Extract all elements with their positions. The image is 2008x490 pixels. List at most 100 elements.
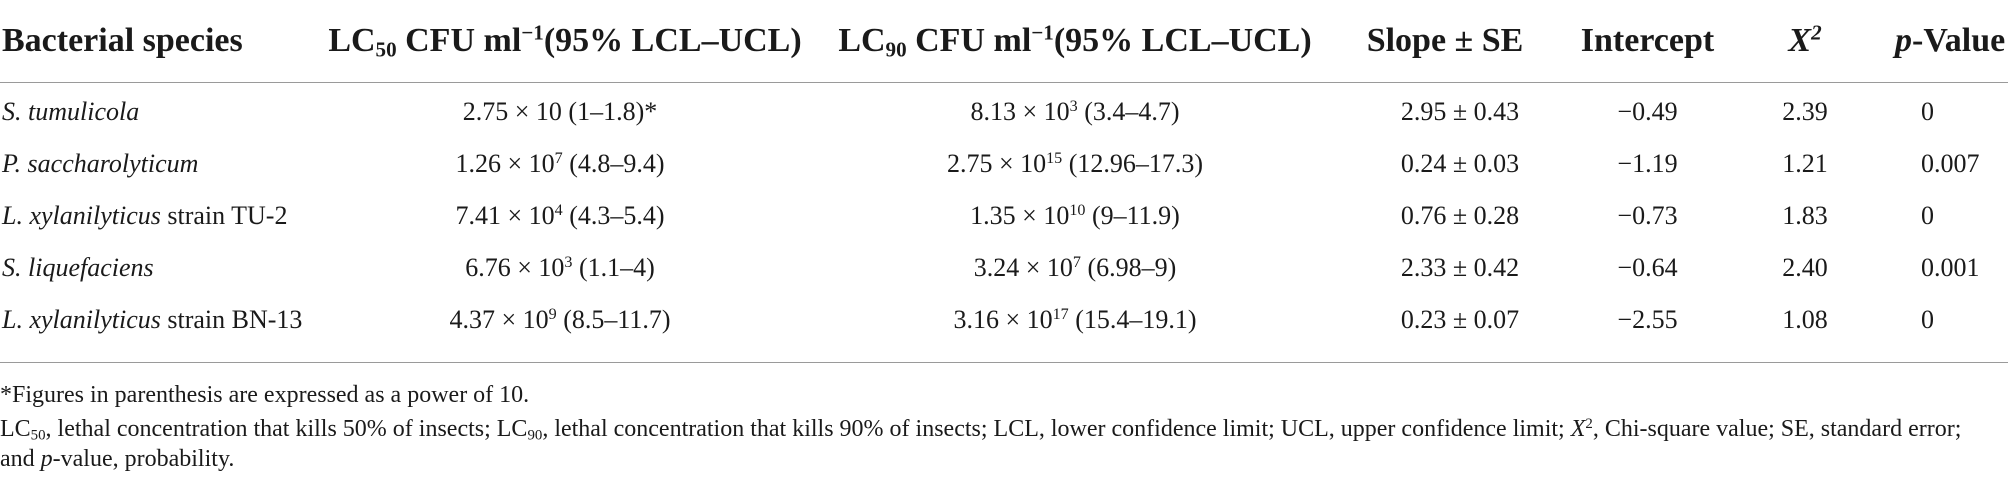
cell-chi-square: 1.83 bbox=[1782, 201, 1828, 230]
header-lc90-sup: −1 bbox=[1031, 20, 1054, 45]
table-row: P. saccharolyticum 1.26 × 107 (4.8–9.4) … bbox=[0, 138, 2008, 190]
lc90-rest: (12.96–17.3) bbox=[1062, 149, 1204, 178]
species-italic: S. liquefaciens bbox=[2, 253, 154, 282]
cell-intercept: −0.73 bbox=[1617, 201, 1678, 230]
lc50-rest: (4.3–5.4) bbox=[562, 201, 665, 230]
lc50-exp: 9 bbox=[548, 306, 557, 324]
lc50-rest: (1.1–4) bbox=[572, 253, 655, 282]
species-italic: S. tumulicola bbox=[2, 97, 140, 126]
cell-lc90: 8.13 × 103 (3.4–4.7) bbox=[810, 83, 1340, 139]
fn-text-4: -value, probability. bbox=[52, 446, 235, 472]
lc50-rest: (8.5–11.7) bbox=[556, 305, 671, 334]
cell-lc90: 2.75 × 1015 (12.96–17.3) bbox=[810, 138, 1340, 190]
lc50-exp: 4 bbox=[554, 202, 563, 220]
table-row: S. liquefaciens 6.76 × 103 (1.1–4) 3.24 … bbox=[0, 242, 2008, 294]
lc50-rest: (4.8–9.4) bbox=[562, 149, 665, 178]
lc90-rest: (15.4–19.1) bbox=[1068, 305, 1197, 334]
header-p-italic: p bbox=[1895, 22, 1912, 59]
header-species: Bacterial species bbox=[2, 22, 243, 59]
header-lc50: LC50 CFU ml−1(95% LCL–UCL) bbox=[310, 0, 810, 83]
cell-p-value: 0 bbox=[1921, 201, 1934, 230]
cell-lc50: 2.75 × 10 (1–1.8)* bbox=[310, 83, 810, 139]
cell-chi-square: 2.40 bbox=[1782, 253, 1828, 282]
header-row: Bacterial species LC50 CFU ml−1(95% LCL–… bbox=[0, 0, 2008, 83]
lc90-exp: 7 bbox=[1072, 254, 1081, 272]
fn-lc-1: LC bbox=[0, 416, 31, 442]
lc90-rest: (9–11.9) bbox=[1085, 201, 1180, 230]
header-chi-square: X2 bbox=[1745, 0, 1865, 83]
cell-species: S. liquefaciens bbox=[0, 242, 310, 294]
header-x2-base: X bbox=[1788, 22, 1812, 59]
lc90-base: 1.35 × 10 bbox=[970, 201, 1070, 230]
results-table: Bacterial species LC50 CFU ml−1(95% LCL–… bbox=[0, 0, 2008, 346]
footnote-abbreviations: LC50, lethal concentration that kills 50… bbox=[0, 414, 2000, 474]
table-row: L. xylanilyticus strain TU-2 7.41 × 104 … bbox=[0, 190, 2008, 242]
header-slope: Slope ± SE bbox=[1366, 22, 1524, 59]
header-lc90-prefix: LC bbox=[838, 22, 886, 59]
lc50-base: 6.76 × 10 bbox=[465, 253, 565, 282]
table-bottom-rule bbox=[0, 362, 2008, 363]
cell-slope: 0.24 ± 0.03 bbox=[1400, 149, 1520, 178]
table-row: S. tumulicola 2.75 × 10 (1–1.8)* 8.13 × … bbox=[0, 83, 2008, 139]
lc90-rest: (3.4–4.7) bbox=[1077, 97, 1180, 126]
cell-chi-square: 2.39 bbox=[1782, 97, 1828, 126]
cell-p-value: 0.001 bbox=[1921, 253, 1980, 282]
lc90-exp: 3 bbox=[1069, 98, 1078, 116]
lc50-rest: (1–1.8)* bbox=[561, 97, 658, 126]
cell-intercept: −0.49 bbox=[1617, 97, 1678, 126]
cell-p-value: 0 bbox=[1921, 305, 1934, 334]
header-lc50-suffix: (95% LCL–UCL) bbox=[543, 22, 802, 59]
lc90-base: 2.75 × 10 bbox=[946, 149, 1047, 178]
header-lc50-sub: 50 bbox=[375, 37, 397, 62]
cell-lc50: 1.26 × 107 (4.8–9.4) bbox=[310, 138, 810, 190]
species-rest: strain TU-2 bbox=[160, 201, 288, 230]
species-rest: strain BN-13 bbox=[160, 305, 303, 334]
header-p-value: p-Value bbox=[1865, 0, 2008, 83]
species-italic: L. xylanilyticus bbox=[2, 305, 161, 334]
lc50-base: 1.26 × 10 bbox=[455, 149, 555, 178]
cell-species: L. xylanilyticus strain TU-2 bbox=[0, 190, 310, 242]
cell-p-value: 0.007 bbox=[1921, 149, 1980, 178]
lc90-exp: 15 bbox=[1046, 150, 1063, 168]
cell-intercept: −2.55 bbox=[1617, 305, 1678, 334]
lc50-exp: 3 bbox=[564, 254, 573, 272]
lc50-exp: 7 bbox=[554, 150, 563, 168]
cell-slope: 2.33 ± 0.42 bbox=[1400, 253, 1520, 282]
header-lc90-sub: 90 bbox=[885, 37, 907, 62]
fn-text-3: , Chi-square value; SE, standard error; … bbox=[0, 416, 1962, 472]
species-italic: L. xylanilyticus bbox=[2, 201, 161, 230]
fn-p-italic: p bbox=[40, 446, 53, 472]
species-italic: P. saccharolyticum bbox=[2, 149, 199, 178]
cell-species: L. xylanilyticus strain BN-13 bbox=[0, 294, 310, 346]
fn-text-2: , lethal concentration that kills 90% of… bbox=[542, 416, 1571, 442]
lc50-base: 7.41 × 10 bbox=[455, 201, 555, 230]
cell-lc50: 6.76 × 103 (1.1–4) bbox=[310, 242, 810, 294]
header-lc50-sup: −1 bbox=[521, 20, 544, 45]
cell-slope: 0.76 ± 0.28 bbox=[1400, 201, 1520, 230]
header-x2-sup: 2 bbox=[1811, 20, 1822, 45]
cell-chi-square: 1.21 bbox=[1782, 149, 1828, 178]
cell-lc50: 4.37 × 109 (8.5–11.7) bbox=[310, 294, 810, 346]
lc50-base: 2.75 × 10 bbox=[462, 97, 562, 126]
cell-p-value: 0 bbox=[1921, 97, 1934, 126]
header-lc50-prefix: LC bbox=[328, 22, 376, 59]
cell-species: S. tumulicola bbox=[0, 83, 310, 139]
fn-lc90-sub: 90 bbox=[527, 427, 543, 444]
cell-lc50: 7.41 × 104 (4.3–5.4) bbox=[310, 190, 810, 242]
lc90-base: 3.16 × 10 bbox=[953, 305, 1053, 334]
header-lc50-mid: CFU ml bbox=[396, 22, 522, 59]
fn-lc50-sub: 50 bbox=[30, 427, 46, 444]
lc90-base: 8.13 × 10 bbox=[970, 97, 1070, 126]
table-header: Bacterial species LC50 CFU ml−1(95% LCL–… bbox=[0, 0, 2008, 83]
header-lc90-suffix: (95% LCL–UCL) bbox=[1053, 22, 1312, 59]
header-intercept: Intercept bbox=[1580, 22, 1715, 59]
footnote-power-of-ten: *Figures in parenthesis are expressed as… bbox=[0, 382, 530, 408]
lc50-base: 4.37 × 10 bbox=[449, 305, 549, 334]
header-p-rest: -Value bbox=[1912, 22, 2006, 59]
fn-x-sup: 2 bbox=[1585, 415, 1593, 432]
lc90-base: 3.24 × 10 bbox=[973, 253, 1073, 282]
results-table-container: Bacterial species LC50 CFU ml−1(95% LCL–… bbox=[0, 0, 2008, 346]
lc90-rest: (6.98–9) bbox=[1080, 253, 1177, 282]
cell-lc90: 1.35 × 1010 (9–11.9) bbox=[810, 190, 1340, 242]
cell-intercept: −1.19 bbox=[1617, 149, 1678, 178]
